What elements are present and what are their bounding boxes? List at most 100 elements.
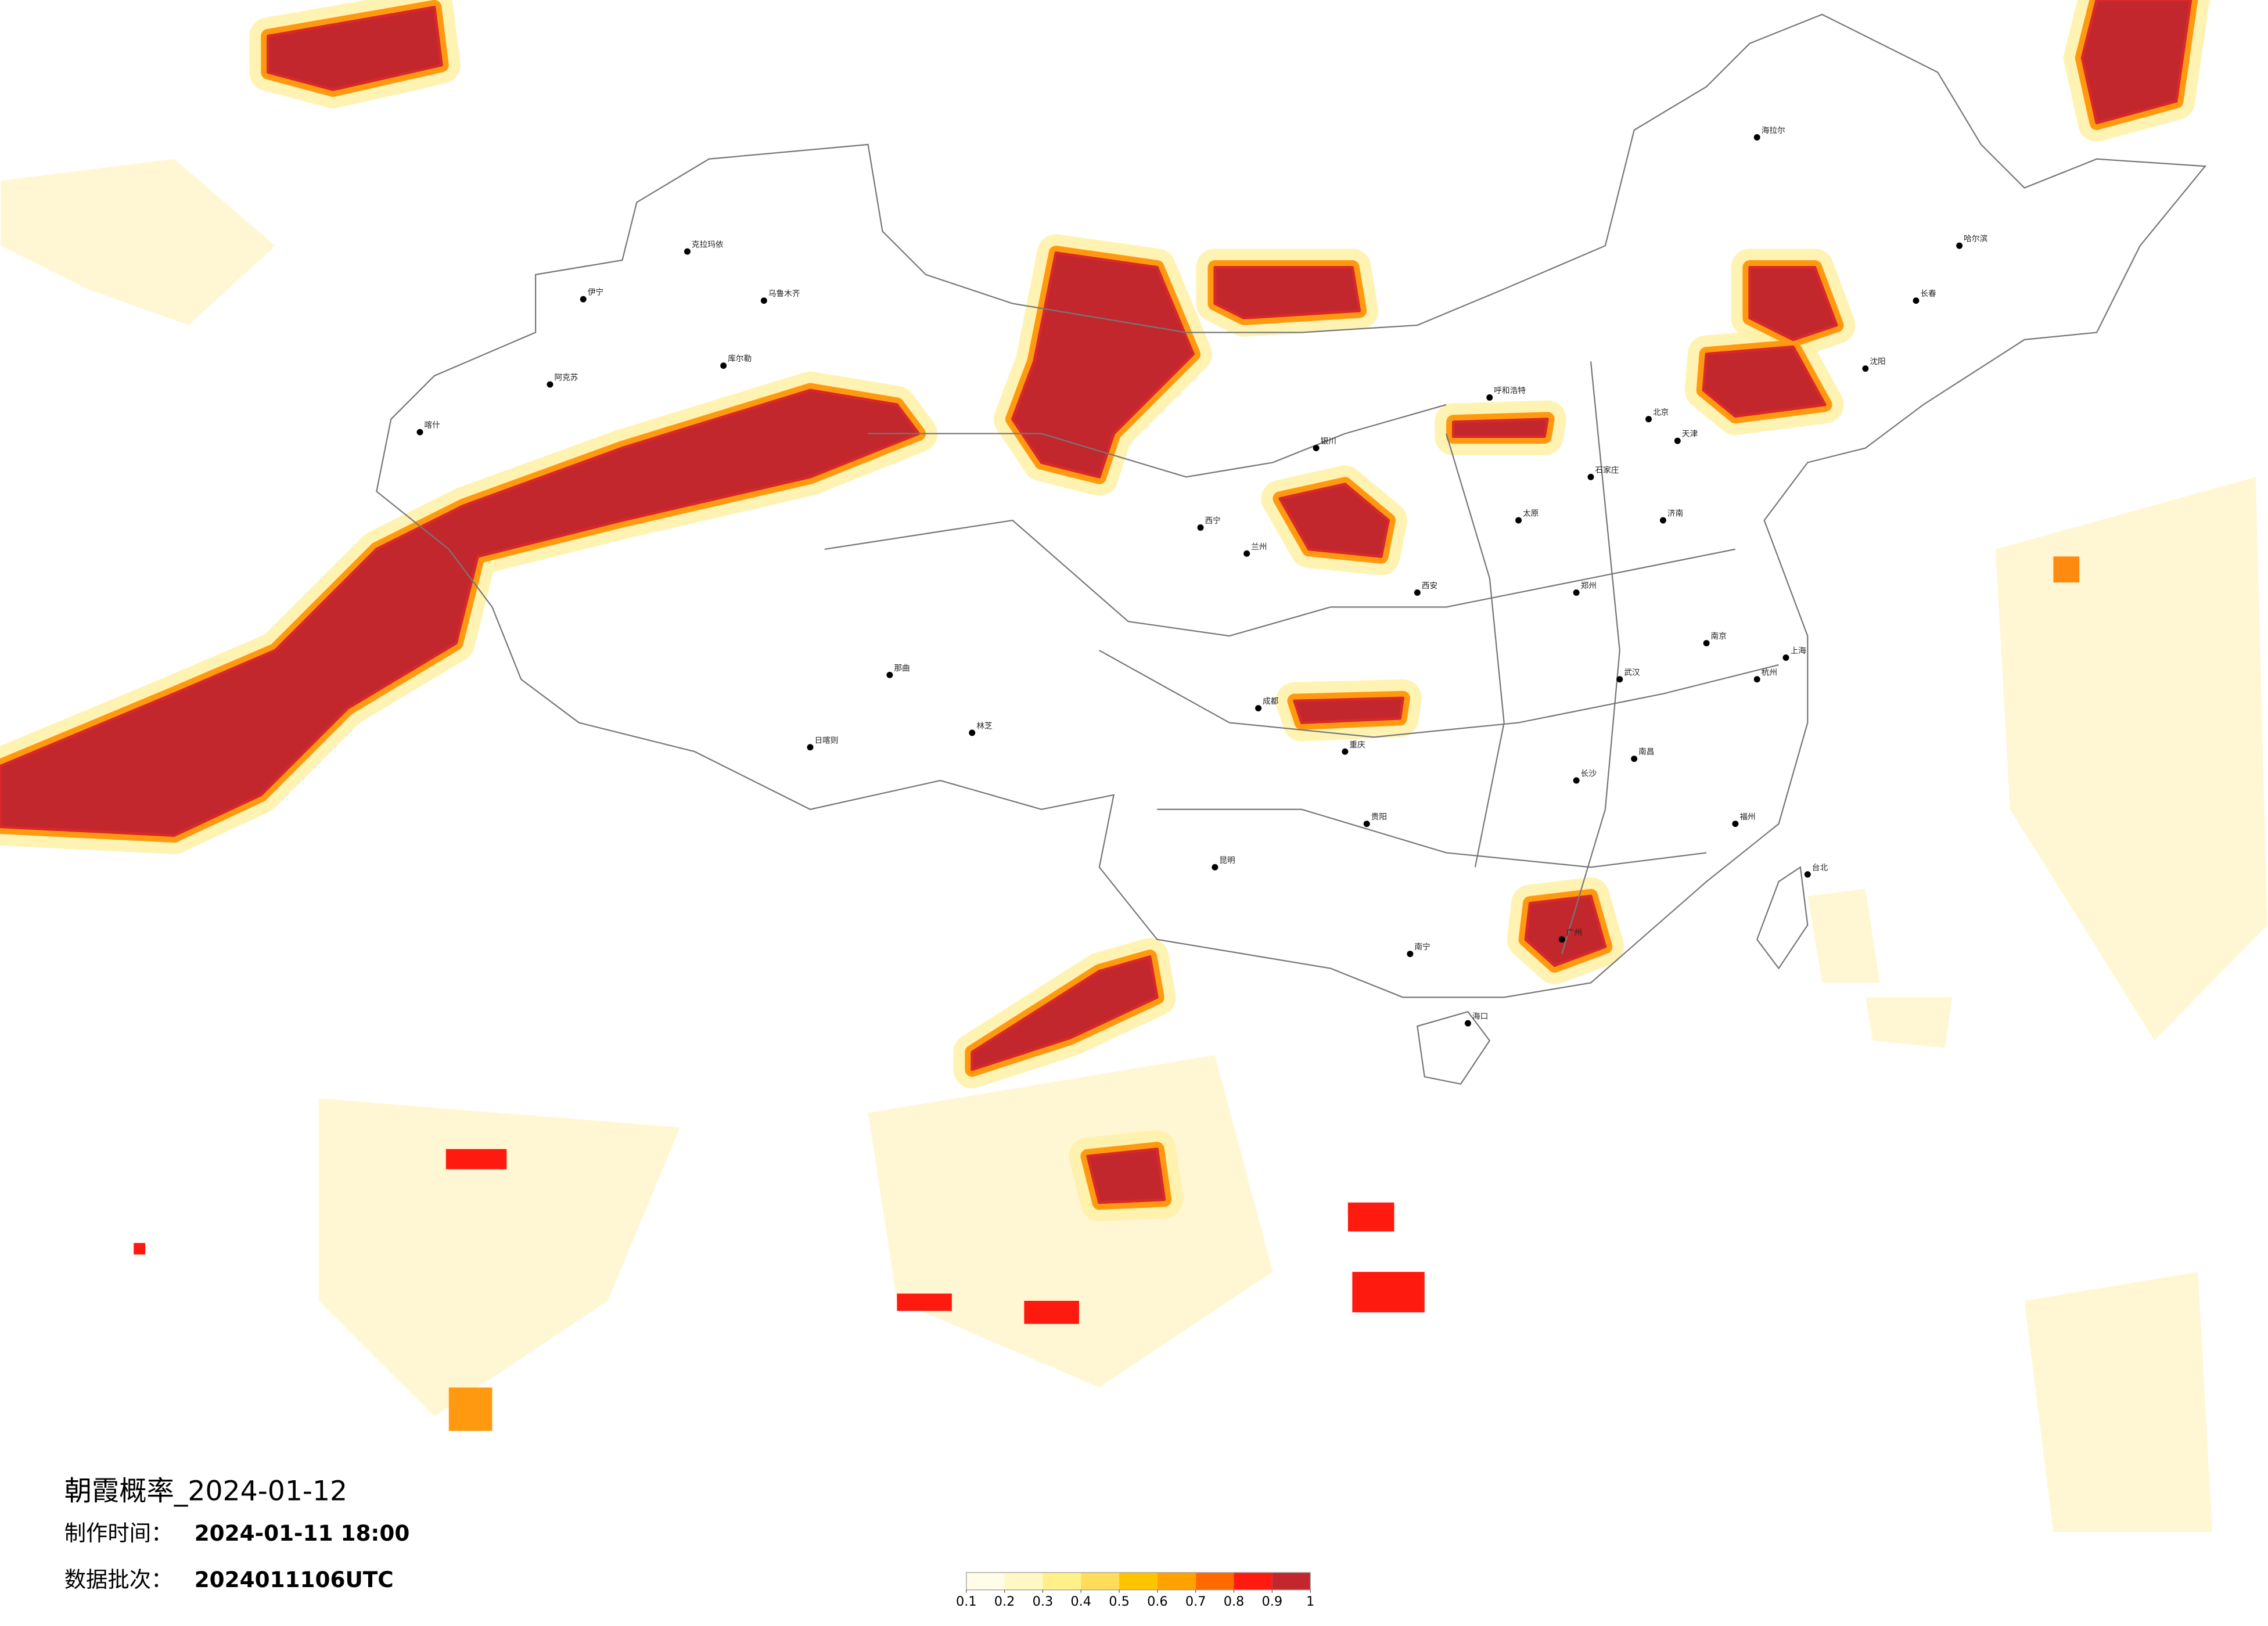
city-dot	[1573, 589, 1580, 596]
city-dot	[1956, 242, 1963, 249]
city-dot	[1197, 524, 1204, 531]
colorbar-tick-label: 0.5	[1109, 1594, 1130, 1609]
city-dot	[1804, 871, 1811, 878]
city-dot	[1659, 517, 1666, 524]
city-label: 库尔勒	[728, 354, 752, 364]
city-dot	[720, 362, 727, 369]
city-label: 哈尔滨	[1964, 235, 1987, 244]
city-dot	[807, 744, 814, 751]
city-label: 武汉	[1624, 668, 1640, 677]
city-dot	[1913, 297, 1920, 304]
blob-core	[1, 0, 2191, 1203]
city-dot	[1486, 394, 1493, 401]
city-label: 日喀则	[814, 736, 838, 745]
city-label: 福州	[1739, 812, 1755, 822]
city-dot	[760, 297, 767, 304]
city-label: 北京	[1653, 408, 1669, 417]
city-label: 南京	[1711, 632, 1727, 641]
city-dot	[1515, 517, 1522, 524]
city-label: 广州	[1566, 928, 1582, 937]
colorbar-swatch	[1081, 1572, 1120, 1590]
city-dot	[1862, 365, 1869, 372]
city-dot	[547, 381, 553, 388]
city-label: 西安	[1422, 581, 1437, 591]
city-label: 喀什	[424, 421, 440, 430]
city-label: 长沙	[1581, 769, 1597, 779]
city-dot	[416, 429, 423, 436]
colorbar-swatch	[1272, 1572, 1311, 1590]
colorbar-tick-label: 0.1	[956, 1594, 977, 1609]
city-label: 昆明	[1219, 856, 1235, 865]
city-label: 长春	[1920, 289, 1936, 298]
colorbar-tick-label: 0.9	[1262, 1594, 1283, 1609]
colorbar-swatch	[1119, 1572, 1158, 1590]
city-label: 银川	[1321, 437, 1336, 446]
city-dot	[1212, 864, 1219, 870]
city-dot	[1363, 821, 1370, 828]
colorbar-frame	[966, 1572, 1311, 1591]
batch-value: 2024011106UTC	[195, 1567, 394, 1592]
city-label: 兰州	[1251, 542, 1267, 552]
city-label: 重庆	[1349, 740, 1365, 750]
city-dot	[1587, 473, 1594, 480]
city-label: 成都	[1263, 697, 1279, 706]
city-dot	[1732, 821, 1739, 828]
city-label: 台北	[1812, 863, 1828, 872]
city-label: 南昌	[1638, 747, 1654, 757]
city-dot	[1674, 437, 1681, 444]
city-dot	[1753, 676, 1760, 683]
colorbar-swatch	[1043, 1572, 1081, 1590]
city-dot	[1703, 640, 1710, 647]
city-dot	[1342, 748, 1349, 755]
colorbar-tick-label: 0.4	[1070, 1594, 1091, 1609]
colorbar-swatch	[1157, 1572, 1196, 1590]
city-dot	[1558, 936, 1565, 943]
made-time-value: 2024-01-11 18:00	[195, 1520, 410, 1546]
colorbar-tick-label: 0.2	[994, 1594, 1015, 1609]
city-label: 呼和浩特	[1494, 386, 1526, 395]
city-label: 沈阳	[1870, 357, 1885, 366]
city-label: 贵阳	[1371, 812, 1387, 822]
city-dot	[1464, 1020, 1471, 1027]
city-dot	[969, 729, 976, 736]
colorbar-swatch	[1195, 1572, 1234, 1590]
city-label: 南宁	[1414, 942, 1430, 952]
colorbar-tick-label: 1	[1306, 1594, 1314, 1609]
city-dot	[1631, 756, 1638, 762]
city-label: 乌鲁木齐	[768, 289, 800, 298]
batch-label: 数据批次：	[64, 1567, 173, 1592]
city-label: 太原	[1523, 509, 1539, 519]
colorbar-swatch	[966, 1572, 1005, 1590]
boundaries	[376, 13, 2207, 1085]
city-dot	[1573, 777, 1580, 784]
city-dot	[1645, 416, 1652, 423]
city-label: 海口	[1472, 1012, 1488, 1021]
city-dot	[1616, 676, 1623, 683]
city-dot	[1782, 654, 1789, 661]
city-dot	[1407, 951, 1414, 958]
city-dot	[580, 296, 587, 303]
map-title: 朝霞概率_2024-01-12	[64, 1475, 347, 1507]
probability-field	[1, 0, 2267, 1533]
city-label: 林芝	[976, 721, 993, 731]
city-label: 郑州	[1581, 581, 1597, 591]
city-label: 上海	[1790, 646, 1806, 656]
city-label: 天津	[1682, 430, 1698, 439]
city-dot	[1414, 589, 1421, 596]
colorbar: 0.1 0.2 0.3 0.4 0.5 0.6 0.7 0.8 0.9 1	[956, 1572, 1314, 1609]
colorbar-tick-label: 0.7	[1185, 1594, 1206, 1609]
colorbar-tick-label: 0.3	[1033, 1594, 1054, 1609]
city-dot	[684, 248, 691, 255]
city-dot	[886, 671, 893, 678]
city-label: 伊宁	[588, 287, 603, 297]
colorbar-tick-label: 0.8	[1224, 1594, 1245, 1609]
city-dot	[1753, 134, 1760, 141]
city-dot	[1243, 550, 1250, 557]
colorbar-swatch	[1004, 1572, 1043, 1590]
city-label: 阿克苏	[554, 373, 578, 383]
city-label: 海拉尔	[1762, 126, 1785, 135]
city-dot	[1255, 705, 1262, 712]
city-label: 杭州	[1762, 668, 1777, 677]
